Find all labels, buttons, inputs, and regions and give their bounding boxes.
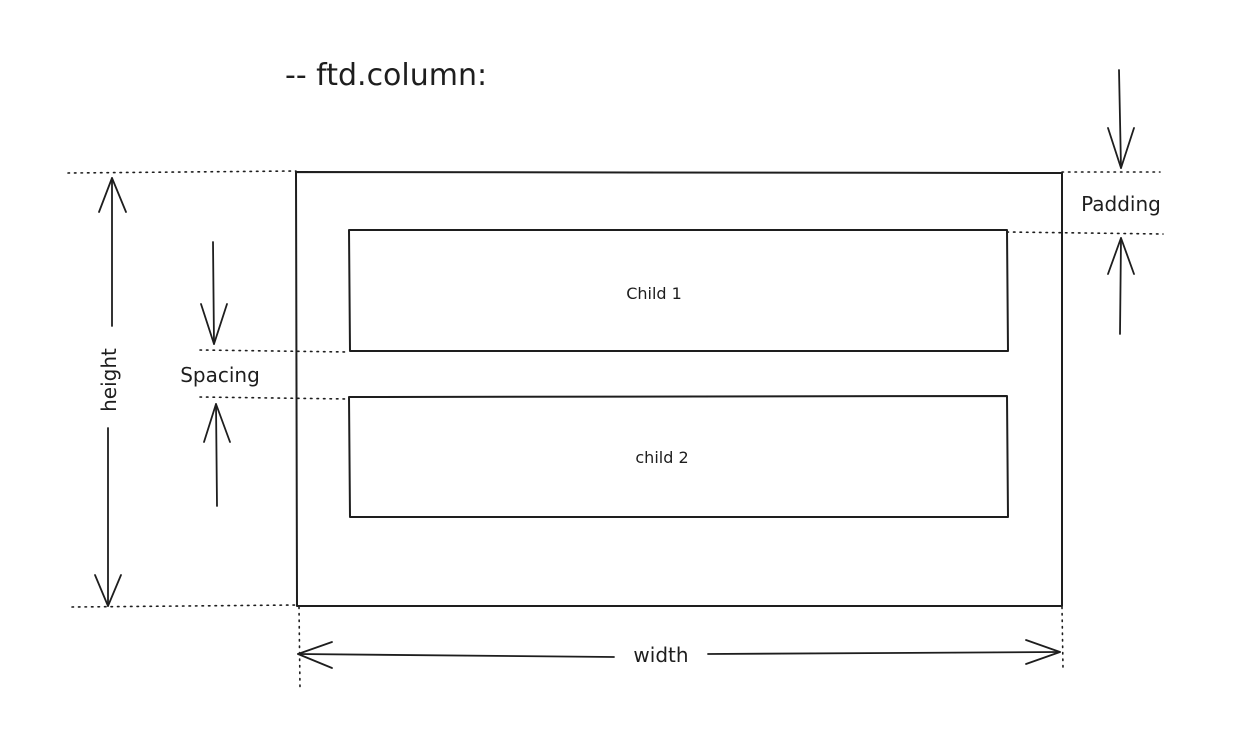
- child-1-box: [348, 229, 1009, 352]
- spacing-arrow-up: [215, 403, 218, 507]
- width-right-guide: [1061, 606, 1064, 669]
- height-arrow-bottom-head-icon: [94, 574, 122, 607]
- padding-arrow-up: [1119, 237, 1122, 335]
- spacing-bottom-guide: [199, 396, 350, 400]
- padding-arrow-up-head-icon: [1107, 237, 1135, 275]
- height-arrow-top-head-icon: [98, 177, 127, 213]
- spacing-arrow-down-head-icon: [200, 303, 228, 345]
- width-arrow-left-head-icon: [297, 641, 333, 669]
- spacing-label: Spacing: [180, 363, 260, 387]
- child-1-label: Child 1: [626, 284, 682, 303]
- spacing-arrow-down: [212, 241, 215, 345]
- width-arrow-right-head-icon: [1025, 639, 1061, 665]
- width-label: width: [633, 643, 688, 667]
- padding-arrow-down: [1118, 69, 1122, 169]
- width-left-guide: [298, 606, 301, 689]
- spacing-arrow-up-head-icon: [203, 403, 231, 443]
- height-label: height: [97, 348, 121, 412]
- child-2-box: [348, 395, 1009, 518]
- height-bottom-guide: [71, 604, 297, 608]
- width-arrow-left: [297, 653, 615, 658]
- height-top-guide: [67, 170, 297, 174]
- column-container: [295, 171, 1063, 607]
- spacing-top-guide: [199, 349, 350, 353]
- diagram-title: -- ftd.column:: [285, 58, 487, 93]
- width-arrow-right: [707, 651, 1061, 655]
- padding-bottom-guide: [1006, 231, 1164, 235]
- child-2-label: child 2: [635, 448, 688, 467]
- padding-arrow-down-head-icon: [1107, 127, 1135, 169]
- padding-label: Padding: [1081, 192, 1161, 216]
